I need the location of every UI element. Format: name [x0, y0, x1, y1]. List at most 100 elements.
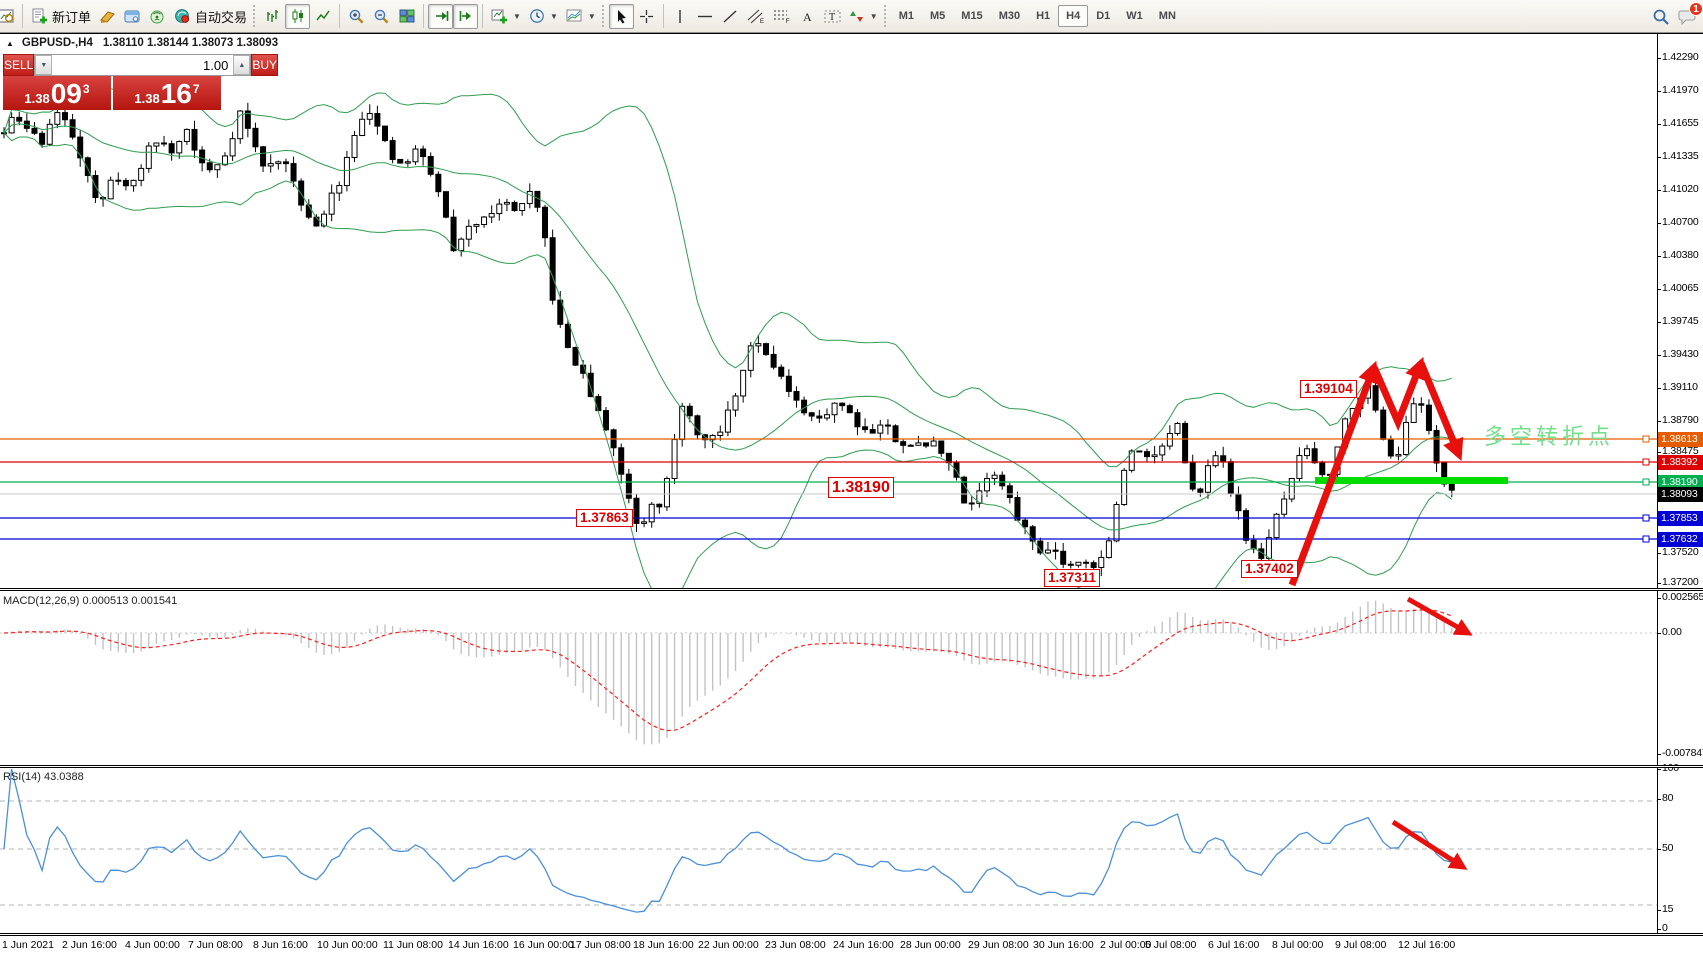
- metaeditor-button[interactable]: [95, 4, 120, 29]
- time-axis-label: 5 Jul 08:00: [1145, 939, 1197, 951]
- line-anchor-handle[interactable]: [1642, 458, 1650, 466]
- price-callout-label[interactable]: 1.37863: [576, 509, 633, 528]
- cursor-icon: [617, 9, 626, 23]
- chart-window-icon[interactable]: [0, 4, 18, 29]
- ask-price-panel[interactable]: 1.38 16 7: [113, 76, 221, 110]
- tile-windows-button[interactable]: [394, 4, 419, 29]
- dropdown-arrow-icon: ▼: [587, 11, 596, 21]
- candle-body: [450, 216, 457, 252]
- candle-body: [16, 116, 23, 122]
- signal-button[interactable]: [145, 4, 170, 29]
- axis-tick-label: 1.41655: [1662, 117, 1699, 129]
- candle-body: [442, 191, 449, 218]
- time-axis-label: 16 Jun 00:00: [513, 939, 574, 951]
- bid-price-panel[interactable]: 1.38 09 3: [3, 76, 111, 110]
- axis-tick-label: 1.40380: [1662, 249, 1699, 261]
- line-anchor-handle[interactable]: [1642, 478, 1650, 486]
- timeframe-m5[interactable]: M5: [930, 10, 946, 22]
- macd-down-arrow[interactable]: [1406, 596, 1473, 636]
- axis-tick-label: 1.39745: [1662, 315, 1699, 327]
- buy-button[interactable]: BUY: [251, 54, 279, 76]
- volume-decrease-button[interactable]: ▼: [35, 55, 53, 75]
- line-anchor-handle[interactable]: [1642, 535, 1650, 543]
- timeframe-h1[interactable]: H1: [1036, 10, 1051, 22]
- cursor-tool-button[interactable]: [608, 3, 634, 29]
- chart-annotation-text[interactable]: 多空转折点: [1484, 424, 1615, 449]
- terminal-button[interactable]: [120, 4, 145, 29]
- horizontal-line-tool-button[interactable]: [693, 4, 718, 29]
- timeframe-w1[interactable]: W1: [1126, 10, 1143, 22]
- bar-chart-button[interactable]: [260, 4, 285, 29]
- templates-button[interactable]: ▼: [562, 4, 600, 29]
- candle-body: [778, 366, 785, 377]
- bollinger-lower-band[interactable]: [3, 132, 1453, 588]
- candle-body: [214, 164, 221, 171]
- fibonacci-tool-button[interactable]: F: [769, 4, 795, 29]
- timeframe-d1[interactable]: D1: [1096, 10, 1111, 22]
- notifications-button[interactable]: 1: [1678, 2, 1703, 25]
- candle-body: [1235, 493, 1242, 512]
- new-order-button[interactable]: 新订单: [27, 4, 95, 29]
- vertical-line-tool-button[interactable]: [668, 4, 693, 29]
- price-callout-label[interactable]: 1.39104: [1300, 380, 1357, 399]
- rsi-line[interactable]: [3, 768, 1452, 913]
- autotrading-button[interactable]: 自动交易: [170, 4, 251, 29]
- timeframe-h4[interactable]: H4: [1058, 5, 1089, 27]
- line-anchor-handle[interactable]: [1642, 435, 1650, 443]
- toolbar-grip: [883, 5, 887, 27]
- zoom-in-icon: [349, 9, 364, 23]
- candle-body: [938, 440, 945, 454]
- candle-body: [724, 409, 731, 433]
- line-anchor-handle[interactable]: [1642, 514, 1650, 522]
- timeframes-button[interactable]: ▼: [525, 4, 562, 29]
- volume-input[interactable]: [52, 55, 234, 75]
- bollinger-middle-band[interactable]: [3, 123, 1452, 531]
- text-tool-button[interactable]: A: [795, 4, 820, 29]
- zoom-in-button[interactable]: [344, 4, 369, 29]
- price-callout-label[interactable]: 1.37402: [1241, 560, 1298, 579]
- timeframe-m1[interactable]: M1: [898, 10, 914, 22]
- trend-arrow[interactable]: [1417, 361, 1464, 462]
- arrows-tool-button[interactable]: ▼: [845, 4, 882, 29]
- time-axis-label: 24 Jun 16:00: [833, 939, 894, 951]
- crosshair-tool-button[interactable]: [634, 4, 659, 29]
- volume-increase-button[interactable]: ▲: [233, 55, 251, 75]
- candle-body: [1212, 455, 1219, 467]
- axis-tick-label: 1.39430: [1662, 348, 1699, 360]
- main-chart-plot[interactable]: [0, 33, 1657, 588]
- price-axis[interactable]: 1.42290 1.41970 1.41655 1.41335 1.41020 1.407…: [1657, 33, 1703, 936]
- chart-shift-button[interactable]: [453, 3, 479, 29]
- auto-scroll-button[interactable]: [428, 3, 454, 29]
- time-axis[interactable]: 1 Jun 2021 2 Jun 16:00 4 Jun 00:00 7 Jun 08…: [0, 933, 1703, 954]
- line-chart-button[interactable]: [310, 4, 335, 29]
- autotrading-label: 自动交易: [195, 9, 248, 25]
- support-highlight-bar[interactable]: [1315, 477, 1508, 484]
- channel-tool-button[interactable]: E: [743, 4, 769, 29]
- text-label-tool-button[interactable]: T: [820, 4, 845, 29]
- candle-body: [138, 167, 145, 181]
- axis-tick: [1657, 452, 1661, 453]
- price-callout-label[interactable]: 1.38190: [828, 477, 894, 499]
- candle-body: [412, 148, 419, 163]
- timeframe-m15[interactable]: M15: [961, 10, 983, 22]
- rsi-plot[interactable]: [0, 768, 1657, 933]
- indicators-button[interactable]: ▼: [487, 4, 525, 29]
- dropdown-arrow-icon: ▼: [869, 11, 878, 21]
- bollinger-upper-band[interactable]: [3, 86, 1452, 468]
- rsi-down-arrow[interactable]: [1391, 819, 1468, 870]
- zoom-out-button[interactable]: [369, 4, 394, 29]
- macd-plot[interactable]: [0, 591, 1657, 765]
- trend-arrow[interactable]: [1288, 360, 1379, 587]
- candle-body: [1044, 549, 1051, 554]
- pane-separator[interactable]: [0, 765, 1703, 768]
- trend-arrow[interactable]: [1370, 356, 1426, 432]
- candle-body: [115, 179, 122, 182]
- price-callout-label[interactable]: 1.37311: [1044, 569, 1101, 588]
- trendline-tool-button[interactable]: [718, 4, 743, 29]
- search-icon[interactable]: [1652, 8, 1670, 26]
- timeframe-mn[interactable]: MN: [1158, 10, 1176, 22]
- sell-button[interactable]: SELL: [3, 54, 35, 76]
- pane-separator[interactable]: [0, 588, 1703, 591]
- timeframe-m30[interactable]: M30: [998, 10, 1021, 22]
- candlestick-chart-button[interactable]: [285, 3, 311, 29]
